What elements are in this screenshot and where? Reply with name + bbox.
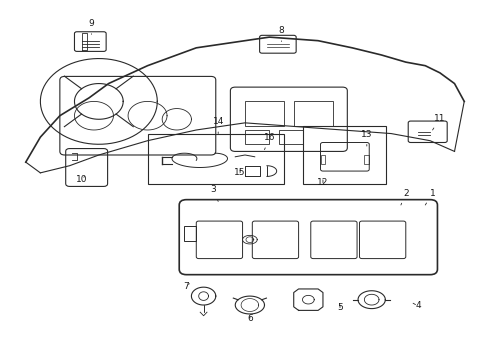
Text: 8: 8	[279, 26, 284, 41]
Text: 9: 9	[89, 19, 95, 34]
Bar	[294, 102, 333, 126]
Bar	[245, 102, 284, 126]
Bar	[184, 226, 196, 241]
Bar	[279, 130, 303, 144]
Text: 4: 4	[413, 301, 421, 310]
Text: 15: 15	[234, 168, 246, 177]
Text: 12: 12	[317, 178, 329, 187]
Bar	[365, 155, 369, 164]
Text: 3: 3	[211, 185, 218, 202]
Bar	[245, 130, 270, 144]
Text: 7: 7	[184, 282, 190, 291]
Text: 16: 16	[264, 134, 275, 150]
Text: 10: 10	[76, 175, 88, 184]
Text: 2: 2	[401, 189, 409, 205]
Text: 1: 1	[425, 189, 436, 205]
Text: 14: 14	[213, 117, 224, 134]
Bar	[303, 126, 386, 184]
Text: 5: 5	[337, 303, 343, 312]
Text: 6: 6	[247, 314, 253, 323]
Text: 13: 13	[361, 130, 372, 146]
Bar	[147, 134, 284, 184]
Text: 11: 11	[433, 114, 445, 130]
Bar	[320, 155, 325, 164]
